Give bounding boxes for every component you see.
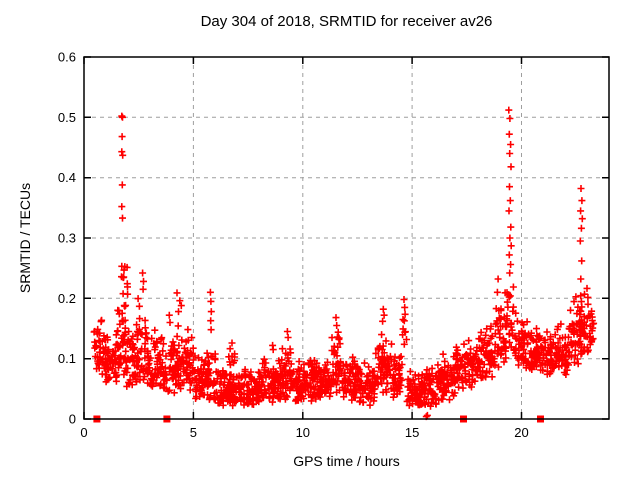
y-tick-label: 0.6: [58, 50, 76, 65]
x-tick-label: 15: [405, 425, 419, 440]
x-tick-labels: 0 5 10 15 20: [80, 425, 528, 440]
x-tick-label: 20: [514, 425, 528, 440]
y-tick-label: 0.1: [58, 351, 76, 366]
scatter-points: [90, 106, 598, 421]
chart-title: Day 304 of 2018, SRMTID for receiver av2…: [200, 13, 493, 30]
y-tick-label: 0.2: [58, 291, 76, 306]
y-tick-label: 0.4: [58, 170, 76, 185]
y-tick-label: 0.5: [58, 110, 76, 125]
x-tick-label: 10: [296, 425, 310, 440]
y-tick-label: 0.3: [58, 231, 76, 246]
y-tick-label: 0: [69, 412, 76, 427]
x-axis-label: GPS time / hours: [293, 453, 400, 469]
tick-marks: [83, 56, 609, 420]
y-tick-labels: 0 0.1 0.2 0.3 0.4 0.5 0.6: [58, 50, 76, 427]
y-axis-label: SRMTID / TECUs: [17, 182, 33, 294]
x-tick-label: 0: [80, 425, 87, 440]
x-tick-label: 5: [190, 425, 197, 440]
